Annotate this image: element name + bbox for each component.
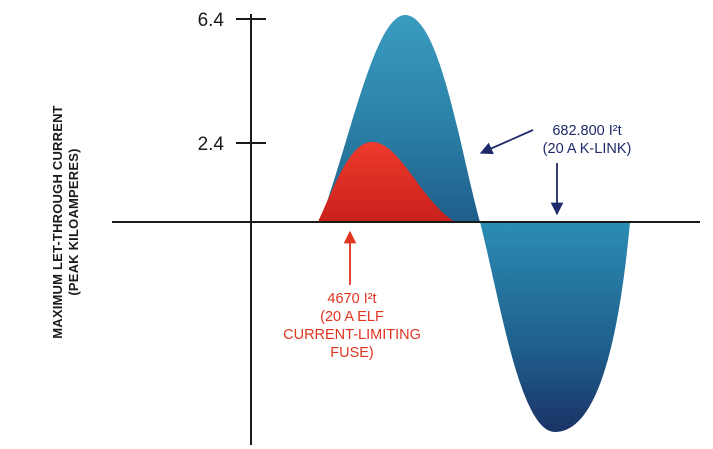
elf-fuse-annotation-line4: FUSE) [330, 345, 374, 361]
k-link-annotation-line1: 682.800 I²t [552, 123, 621, 139]
k-link-diagonal-arrow [479, 129, 534, 155]
tick-label-2-4: 2.4 [198, 134, 225, 155]
elf-fuse-annotation-line3: CURRENT-LIMITING [283, 327, 421, 343]
elf-fuse-annotation-line2: (20 A ELF [320, 309, 384, 325]
elf-fuse-curve [318, 142, 455, 222]
k-link-annotation-line2: (20 A K-LINK) [543, 141, 632, 157]
k-link-negative-lobe [480, 222, 630, 432]
elf-fuse-annotation-line1: 4670 I²t [327, 291, 376, 307]
y-axis-label-line1: MAXIMUM LET-THROUGH CURRENT [50, 105, 65, 339]
y-axis-label-line2: (PEAK KILOAMPERES) [66, 148, 81, 295]
tick-label-6-4: 6.4 [198, 10, 225, 31]
